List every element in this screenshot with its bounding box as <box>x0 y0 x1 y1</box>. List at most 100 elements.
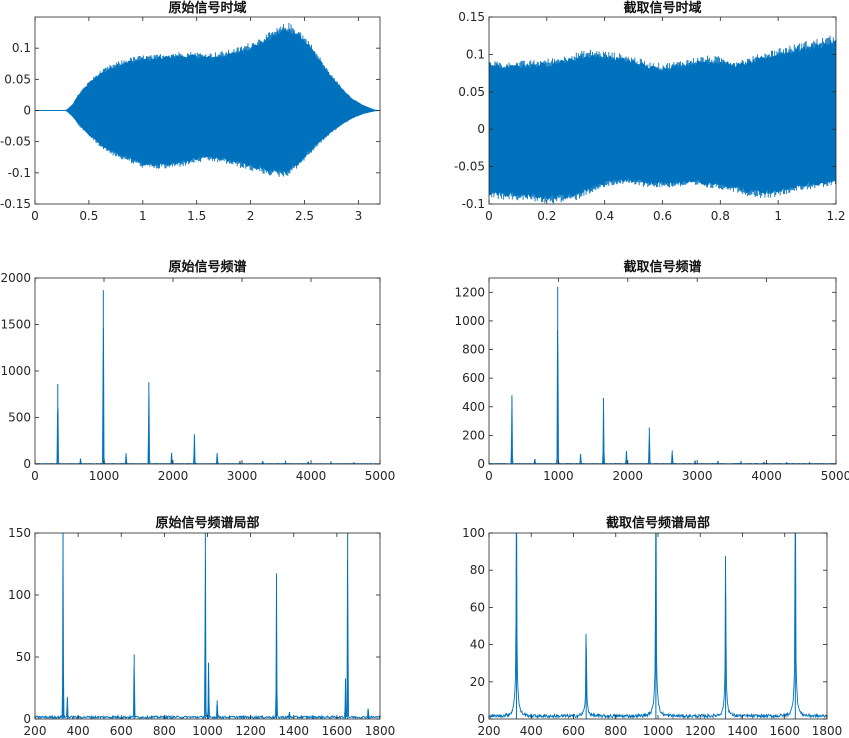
y-tick-label: 0.1 <box>12 41 31 55</box>
y-tick-label: 60 <box>470 600 485 614</box>
axes-box <box>34 277 381 465</box>
subplot-cropped-time: 截取信号时域 0 0.2 0.4 0.6 0.8 1 1.2 -0.1 -0.05 0 0.05 0.… <box>454 0 846 223</box>
x-tick-label: 0 <box>31 209 39 223</box>
y-tick-label: 500 <box>8 411 31 425</box>
y-tick-label: 2000 <box>0 271 31 285</box>
y-tick-label: 0 <box>23 457 31 471</box>
plot-area <box>489 35 836 204</box>
y-tick-label: 0.15 <box>458 10 485 24</box>
x-tick-label: 0.4 <box>595 209 614 223</box>
series-spectrum-0 <box>489 533 827 719</box>
subplot-original-spectrum: 原始信号频谱 0 1000 2000 3000 4000 5000 0 500 1000 1500… <box>0 259 395 483</box>
y-tick-label: 100 <box>8 588 31 602</box>
y-tick-label: 100 <box>462 526 485 540</box>
y-tick-label: 0.05 <box>4 72 31 86</box>
x-tick-label: 5000 <box>821 469 849 483</box>
y-tick-label: 50 <box>16 650 31 664</box>
x-tick-label: 1200 <box>685 724 716 738</box>
x-tick-label: 0 <box>485 469 493 483</box>
x-tick-label: 200 <box>24 724 47 738</box>
x-tick-label: 0.5 <box>79 209 98 223</box>
y-tick-label: 0.1 <box>466 47 485 61</box>
x-tick-label: 600 <box>562 724 585 738</box>
subplot-cropped-spectrum: 截取信号频谱 0 1000 2000 3000 4000 5000 0 200 400 600 80… <box>454 259 849 483</box>
y-tick-label: 1000 <box>0 364 31 378</box>
subplot-original-time: 原始信号时域 0 0.5 1 1.5 2 2.5 3 -0.15 -0.1 -0.05 0 0.05 0… <box>0 0 381 223</box>
y-tick-label: 800 <box>462 343 485 357</box>
x-tick-label: 1000 <box>192 724 223 738</box>
series-oscillation-0 <box>65 22 380 177</box>
title-cropped-spectrum-zoom: 截取信号频谱局部 <box>606 515 710 531</box>
y-tick-label: 0 <box>23 712 31 726</box>
x-tick-label: 0.6 <box>653 209 672 223</box>
y-tick-label: 150 <box>8 526 31 540</box>
title-original-spectrum-zoom: 原始信号频谱局部 <box>155 515 259 531</box>
x-tick-label: 2000 <box>158 469 189 483</box>
x-tick-label: 1000 <box>89 469 120 483</box>
x-tick-label: 1 <box>774 209 782 223</box>
y-tick-label: -0.1 <box>8 166 31 180</box>
series-spectrum-0 <box>35 533 380 719</box>
y-tick-label: 1500 <box>0 318 31 332</box>
axes-box <box>488 277 837 465</box>
x-tick-label: 1800 <box>812 724 843 738</box>
x-tick-label: 4000 <box>751 469 782 483</box>
x-tick-label: 800 <box>604 724 627 738</box>
x-tick-label: 200 <box>478 724 501 738</box>
x-tick-label: 1200 <box>235 724 266 738</box>
x-tick-label: 1400 <box>727 724 758 738</box>
x-tick-label: 1000 <box>643 724 674 738</box>
x-tick-label: 5000 <box>365 469 396 483</box>
x-tick-label: 2.5 <box>295 209 314 223</box>
y-tick-label: -0.05 <box>454 160 485 174</box>
title-cropped-time: 截取信号时域 <box>623 0 701 16</box>
plot-area <box>489 533 827 719</box>
x-tick-label: 400 <box>520 724 543 738</box>
x-tick-label: 1600 <box>322 724 353 738</box>
title-original-time: 原始信号时域 <box>168 0 246 16</box>
plot-area <box>35 22 380 177</box>
y-tick-label: 40 <box>470 638 485 652</box>
y-tick-label: -0.05 <box>0 135 31 149</box>
y-tick-label: -0.15 <box>0 197 31 211</box>
y-tick-label: 20 <box>470 675 485 689</box>
y-tick-label: 0 <box>477 712 485 726</box>
title-original-spectrum: 原始信号频谱 <box>168 259 246 275</box>
x-tick-label: 1 <box>139 209 147 223</box>
series-spectrum-0 <box>489 330 836 464</box>
y-tick-label: -0.1 <box>462 197 485 211</box>
x-tick-label: 3000 <box>227 469 258 483</box>
subplot-original-spectrum-zoom: 原始信号频谱局部 200 400 600 800 1000 1200 1400 1600 180… <box>8 515 395 738</box>
series-envelope-0 <box>489 39 836 201</box>
y-tick-label: 200 <box>462 428 485 442</box>
x-tick-label: 0 <box>31 469 39 483</box>
x-tick-label: 0.2 <box>537 209 556 223</box>
x-tick-label: 0.8 <box>711 209 730 223</box>
axes-box <box>34 532 381 720</box>
x-tick-label: 400 <box>67 724 90 738</box>
series-envelope-0 <box>35 27 380 175</box>
x-tick-label: 800 <box>153 724 176 738</box>
plot-area <box>489 286 836 464</box>
y-tick-label: 1000 <box>454 314 485 328</box>
x-tick-label: 2000 <box>613 469 644 483</box>
x-tick-label: 4000 <box>296 469 327 483</box>
plot-area <box>35 533 380 719</box>
y-tick-label: 0.05 <box>458 85 485 99</box>
x-tick-label: 1800 <box>365 724 396 738</box>
subplot-cropped-spectrum-zoom: 截取信号频谱局部 200 400 600 800 1000 1200 1400 1600 180… <box>462 515 843 738</box>
x-tick-label: 1600 <box>769 724 800 738</box>
y-tick-label: 1200 <box>454 285 485 299</box>
y-tick-label: 0 <box>477 457 485 471</box>
x-tick-label: 0 <box>485 209 493 223</box>
x-tick-label: 1.5 <box>187 209 206 223</box>
x-tick-label: 600 <box>110 724 133 738</box>
x-tick-label: 1400 <box>278 724 309 738</box>
title-cropped-spectrum: 截取信号频谱 <box>623 259 701 275</box>
x-tick-label: 3000 <box>682 469 713 483</box>
x-tick-label: 1000 <box>543 469 574 483</box>
y-tick-label: 80 <box>470 563 485 577</box>
y-tick-label: 0 <box>477 122 485 136</box>
series-oscillation-0 <box>489 35 836 204</box>
